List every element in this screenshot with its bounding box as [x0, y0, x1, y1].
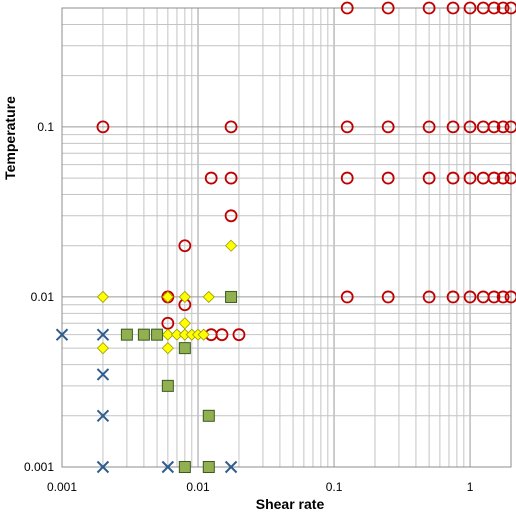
data-point-square	[225, 290, 238, 303]
data-point-circle	[224, 171, 238, 185]
data-point-circle	[381, 290, 395, 304]
data-point-circle	[381, 171, 395, 185]
data-point-circle	[446, 1, 460, 15]
data-point-circle	[422, 171, 436, 185]
data-point-circle	[496, 290, 510, 304]
data-point-x	[55, 328, 69, 341]
data-point-circle	[463, 120, 477, 134]
data-point-diamond	[225, 239, 238, 252]
data-point-diamond	[161, 290, 174, 304]
x-tick-label: 0.001	[47, 480, 77, 494]
data-point-square	[151, 328, 164, 341]
data-point-circle	[340, 120, 354, 134]
data-point-diamond	[96, 342, 110, 355]
data-point-x	[96, 409, 110, 423]
tick-labels: 0.001 0.01 0.1 1 0.001 0.01 0.1	[24, 120, 474, 494]
data-point-circle	[487, 1, 501, 15]
grid	[61, 7, 512, 468]
data-point-circle	[381, 1, 395, 15]
data-point-x	[161, 460, 175, 474]
data-point-circle	[446, 290, 460, 304]
data-point-square	[202, 461, 215, 473]
data-point-circle	[381, 120, 395, 134]
data-point-circle	[224, 120, 238, 134]
data-point-x	[96, 460, 110, 474]
data-point-circle	[446, 120, 460, 134]
data-point-x	[96, 328, 110, 341]
data-point-circle	[504, 171, 516, 185]
data-point-diamond	[178, 290, 191, 304]
x-tick-label: 0.01	[186, 480, 210, 494]
data-point-circle	[422, 290, 436, 304]
data-point-square	[178, 342, 191, 355]
data-point-circle	[340, 290, 354, 304]
data-point-circle	[487, 290, 501, 304]
data-point-diamond	[197, 328, 210, 341]
data-point-circle	[96, 120, 110, 134]
data-point-circle	[215, 328, 229, 342]
data-point-diamond	[202, 290, 215, 304]
data-point-diamond	[96, 290, 110, 304]
data-point-circle	[487, 171, 501, 185]
data-point-circle	[224, 209, 238, 223]
data-point-circle	[178, 239, 192, 253]
data-point-x	[96, 368, 110, 381]
data-point-circle	[422, 1, 436, 15]
data-point-x	[224, 460, 238, 474]
x-axis-title: Shear rate	[256, 496, 325, 512]
data-point-circle	[340, 1, 354, 15]
plot-area-border	[61, 7, 512, 468]
data-point-circle	[232, 328, 246, 342]
data-point-diamond	[161, 328, 174, 341]
data-point-square	[120, 328, 133, 341]
data-point-square	[161, 379, 174, 392]
data-point-circle	[504, 290, 516, 304]
x-tick-label: 0.1	[326, 480, 343, 494]
y-tick-label: 0.01	[31, 290, 55, 304]
data-point-circle	[487, 120, 501, 134]
data-point-circle	[340, 171, 354, 185]
data-point-circle	[463, 290, 477, 304]
data-point-circle	[496, 171, 510, 185]
y-axis-title: Temperature	[2, 96, 18, 180]
data-point-circle	[204, 171, 218, 185]
data-point-circle	[463, 171, 477, 185]
data-point-circle	[446, 171, 460, 185]
data-point-diamond	[161, 342, 174, 355]
data-point-circle	[504, 1, 516, 15]
data-point-circle	[422, 120, 436, 134]
data-points	[55, 1, 516, 474]
data-point-square	[202, 409, 215, 422]
data-point-circle	[463, 1, 477, 15]
data-point-circle	[504, 120, 516, 134]
x-tick-label: 1	[467, 480, 474, 494]
data-point-circle	[496, 120, 510, 134]
y-tick-label: 0.1	[37, 120, 54, 134]
y-tick-label: 0.001	[24, 460, 54, 474]
data-point-square	[137, 328, 150, 341]
data-point-square	[178, 461, 191, 473]
data-point-circle	[496, 1, 510, 15]
